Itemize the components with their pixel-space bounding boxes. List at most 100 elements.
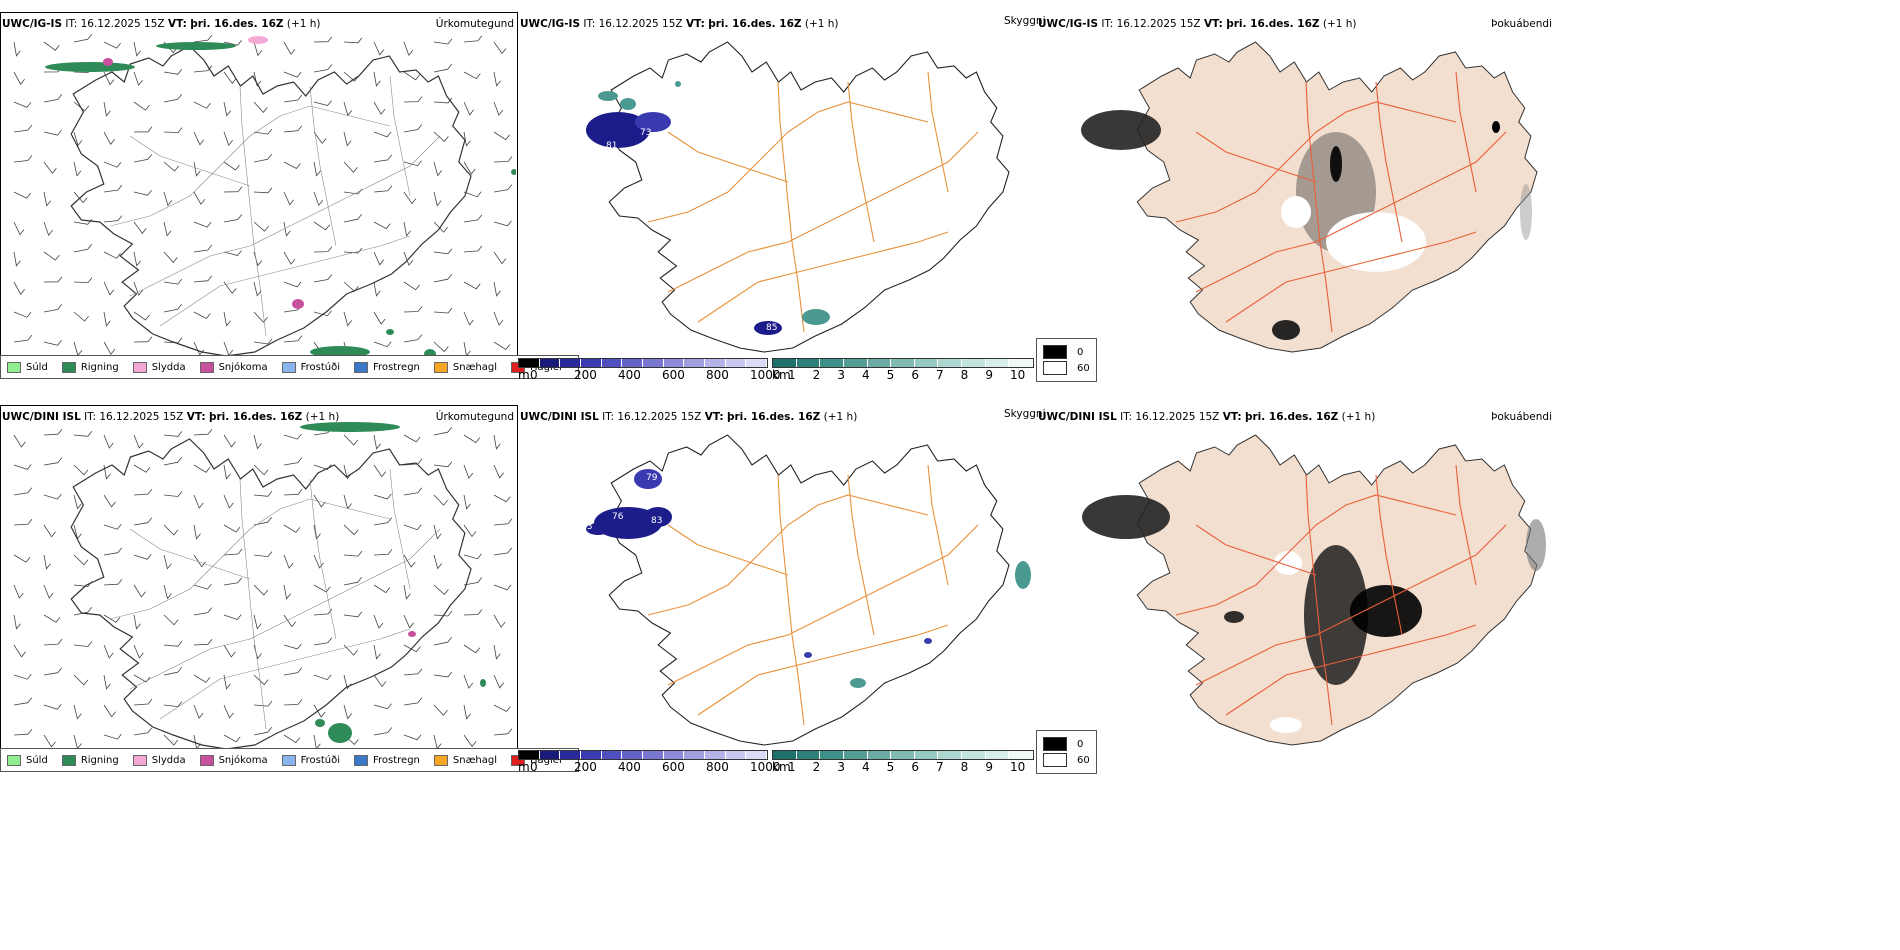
wind-barb <box>133 698 153 706</box>
wind-barb <box>43 161 57 174</box>
valid-time: þri. 16.des. 16Z <box>208 411 303 423</box>
legend-label: Rigning <box>80 361 119 373</box>
snow-area <box>292 299 304 309</box>
init-time: IT: 16.12.2025 15Z <box>84 411 184 423</box>
legend-swatch <box>7 754 21 766</box>
fog-map <box>1081 41 1538 353</box>
wind-barb <box>103 674 111 690</box>
wind-barb <box>13 697 33 706</box>
wind-barb <box>43 667 63 676</box>
wind-barb <box>373 674 387 688</box>
colorbar-swatch <box>519 359 540 367</box>
wind-barb <box>13 518 33 526</box>
wind-barb <box>463 311 474 326</box>
wind-barb <box>373 584 391 594</box>
precip-map <box>13 34 516 373</box>
visibility-colorbar-swatches <box>772 358 1034 368</box>
wind-barb <box>13 101 32 108</box>
wind-barb <box>223 577 243 586</box>
wind-barb <box>43 428 63 436</box>
snow-area <box>408 631 416 637</box>
wind-barb <box>13 71 25 86</box>
wind-barb <box>253 516 273 526</box>
wind-barb <box>373 517 393 526</box>
panel-title: UWC/DINI ISL IT: 16.12.2025 15Z VT: þri.… <box>2 411 339 423</box>
precip-areas <box>45 36 516 373</box>
wind-barb <box>73 277 93 284</box>
colorbar-swatch <box>663 359 685 367</box>
colorbar-tick-label: 600 <box>662 368 685 382</box>
wind-barb <box>13 728 33 736</box>
wind-barb <box>223 704 234 719</box>
wind-barb <box>463 609 483 616</box>
wind-barb <box>433 734 442 750</box>
wind-barb <box>403 458 423 466</box>
wind-barb <box>403 124 423 133</box>
wind-barb <box>253 644 262 660</box>
wind-barb <box>133 71 143 87</box>
wind-barb <box>253 154 273 163</box>
wind-barb <box>403 554 416 568</box>
wind-barb <box>493 251 507 265</box>
wind-barb <box>313 704 326 718</box>
wind-barb <box>73 464 89 476</box>
fog-area <box>1330 146 1342 182</box>
wind-barb <box>403 434 421 443</box>
wind-barb <box>163 491 183 497</box>
wind-barb <box>223 71 237 84</box>
wind-barb <box>313 161 321 177</box>
low-visibility-area <box>620 98 636 110</box>
wind-barb <box>283 125 303 133</box>
fog-legend-label: 60 <box>1077 754 1090 766</box>
wind-barb <box>493 518 513 526</box>
ceiling-colorbar-swatches <box>518 750 768 760</box>
colorbar-tick-label: 8 <box>960 760 969 774</box>
colorbar-swatch <box>796 751 821 759</box>
colorbar-tick-label: 9 <box>985 760 993 774</box>
wind-barb <box>403 71 420 81</box>
wind-barb <box>103 644 114 659</box>
wind-barb <box>463 524 477 538</box>
wind-barb <box>343 644 358 656</box>
colorbar-tick-label: 4 <box>862 760 870 774</box>
wind-barb <box>193 34 213 43</box>
wind-barb <box>253 71 262 87</box>
legend-label: Súld <box>26 361 48 373</box>
wind-barb <box>103 184 123 193</box>
colorbar-swatch <box>820 359 844 367</box>
wind-barb <box>103 41 121 49</box>
wind-barb <box>493 220 512 227</box>
ceiling-value-label: 73 <box>640 128 651 138</box>
wind-barb <box>403 614 414 629</box>
wind-barb <box>433 636 453 646</box>
colorbar-tick-label: 0 <box>530 760 538 774</box>
legend-item: Frostúði <box>281 361 340 373</box>
init-time: IT: 16.12.2025 15Z <box>1120 411 1220 423</box>
wind-barb <box>343 494 352 510</box>
model-name: UWC/DINI ISL <box>1038 411 1117 423</box>
wind-barb <box>43 129 62 136</box>
wind-barb <box>313 464 332 470</box>
model-name: UWC/IG-IS <box>520 18 581 30</box>
wind-barb <box>193 311 211 320</box>
colorbar-swatch <box>1009 751 1034 759</box>
wind-barb <box>193 131 205 146</box>
wind-barb <box>253 41 263 57</box>
fog-legend-row: 60 <box>1043 753 1090 767</box>
wind-barb <box>223 674 231 690</box>
wind-barb <box>493 547 513 556</box>
valid-label: VT: <box>1222 411 1242 423</box>
wind-barb <box>283 734 301 744</box>
wind-barb <box>163 701 183 708</box>
fog-legend-row: 0 <box>1043 345 1090 359</box>
wind-barb <box>493 728 513 736</box>
colorbar-swatch <box>581 359 602 367</box>
colorbar-tick-label: 10 <box>1010 368 1026 382</box>
wind-barb <box>253 674 269 686</box>
wind-barb <box>313 608 333 616</box>
wind-barb <box>343 550 363 557</box>
legend-label: Snæhagl <box>452 361 498 373</box>
wind-barb <box>463 434 481 444</box>
wind-barb <box>43 340 62 346</box>
valid-label: VT: <box>685 18 705 30</box>
